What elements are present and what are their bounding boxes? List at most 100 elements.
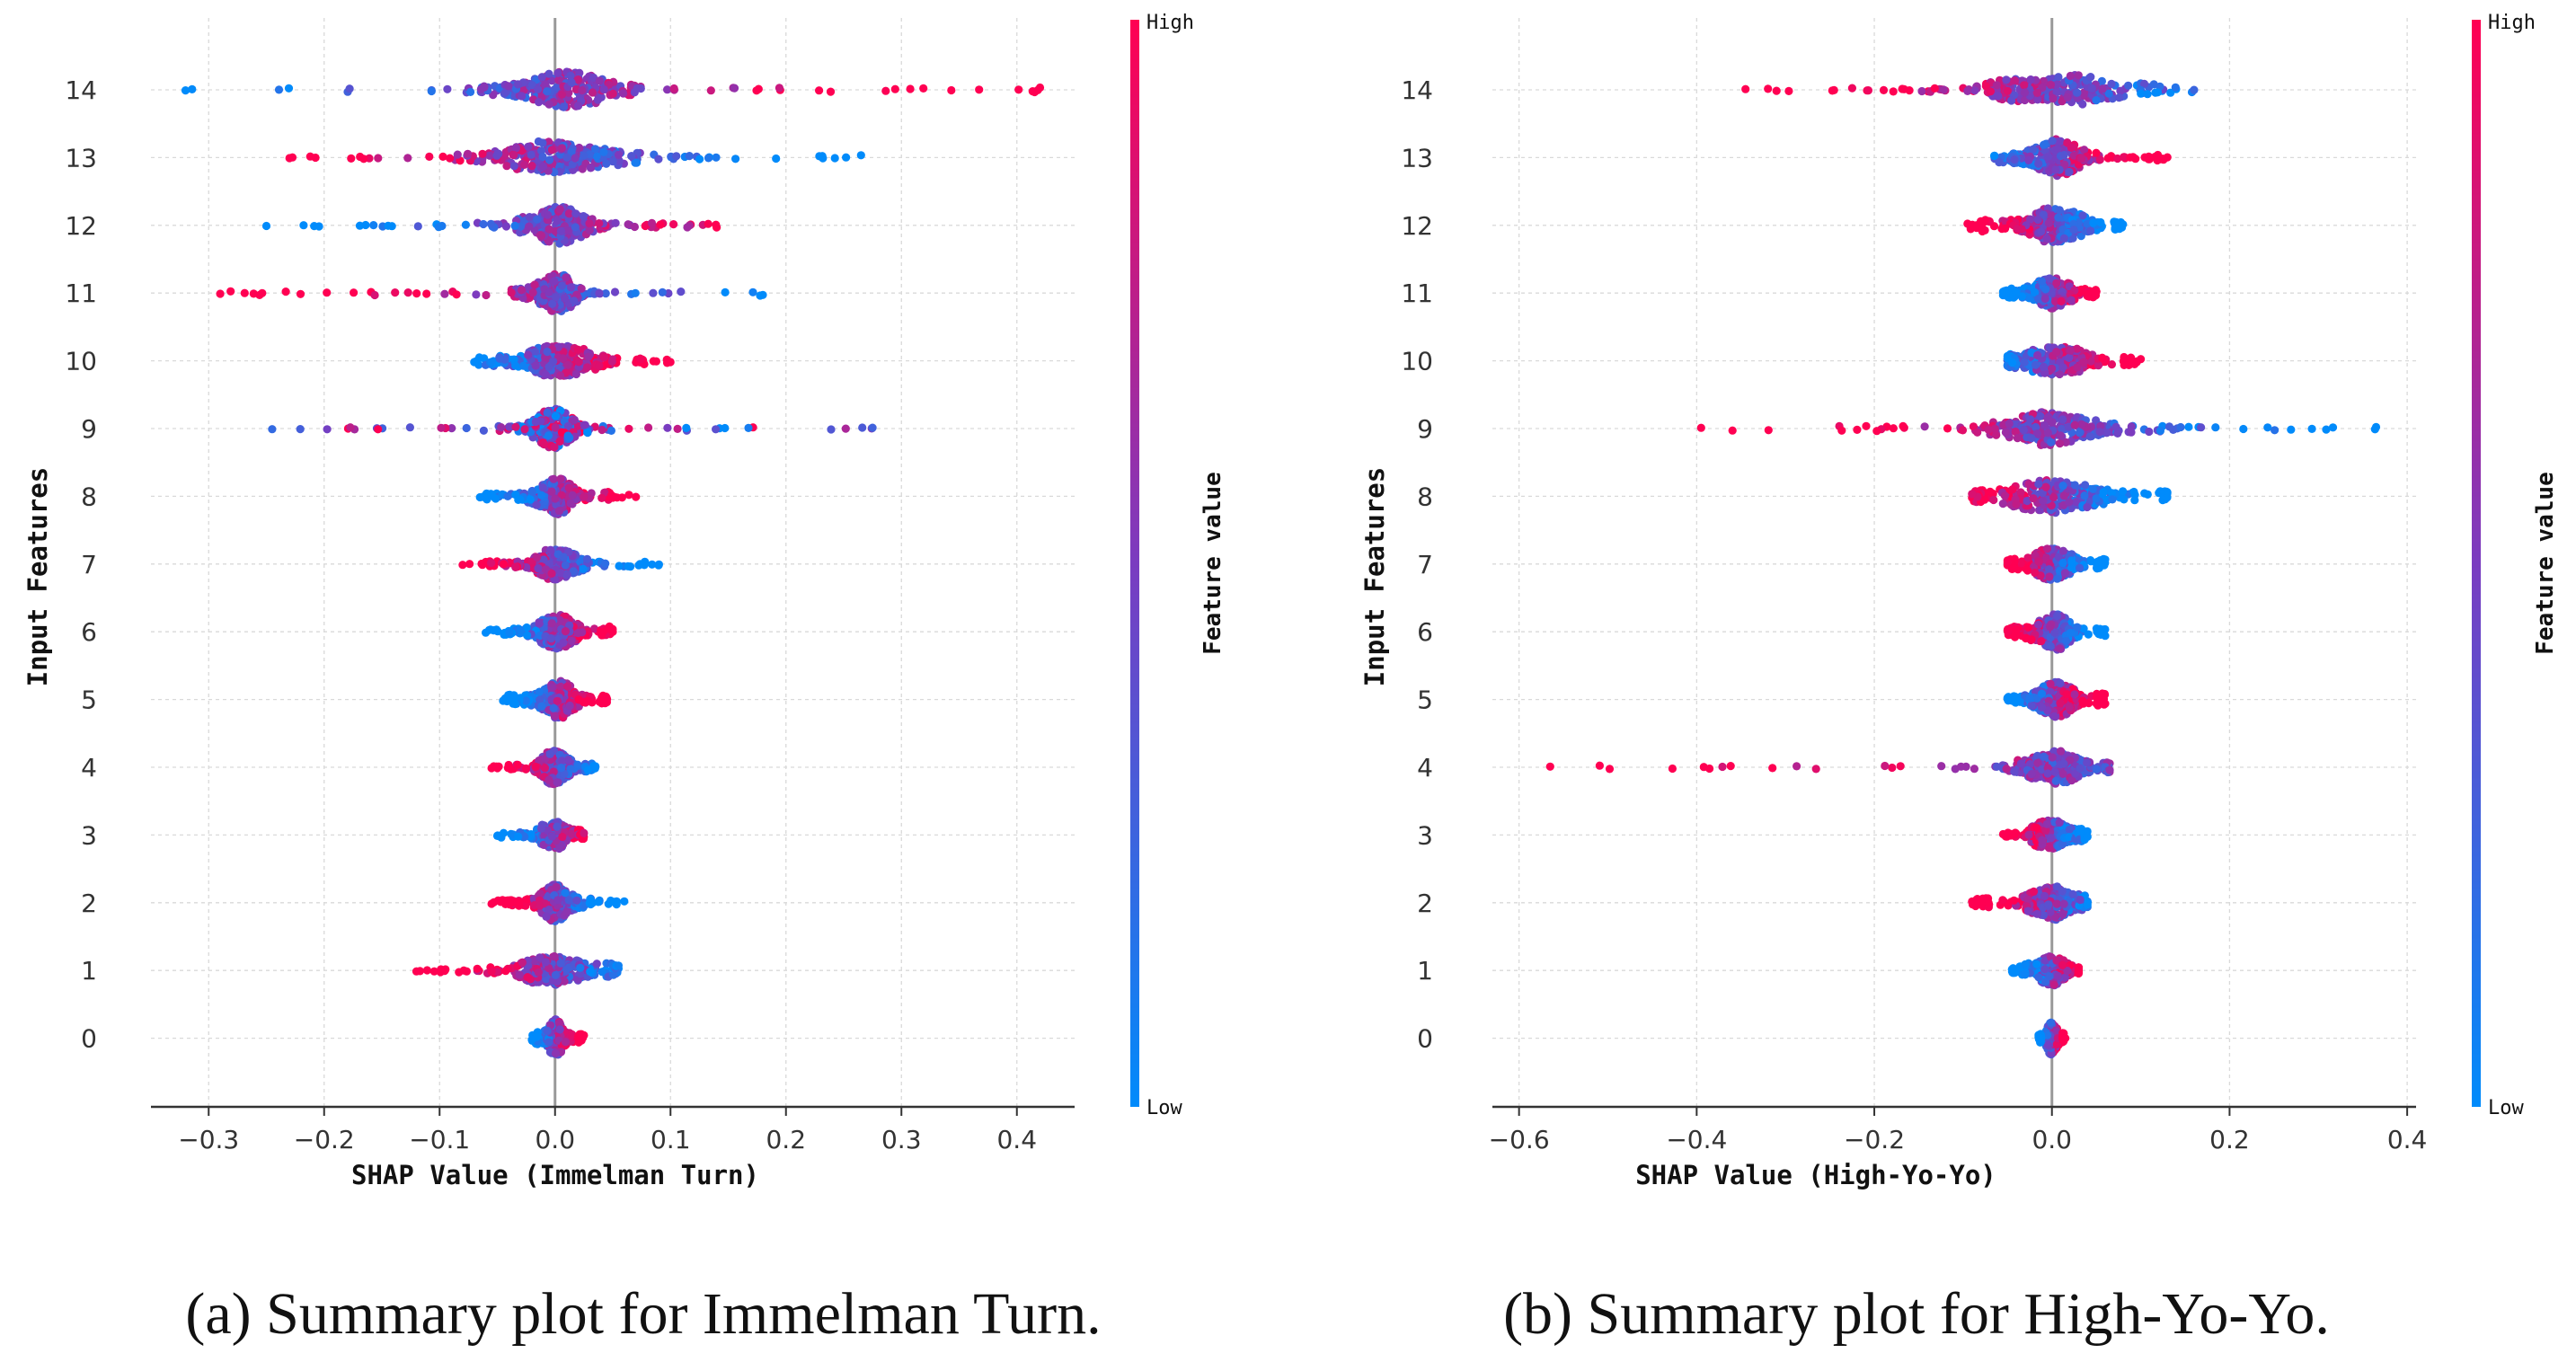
shap-point: [1014, 85, 1023, 94]
shap-point: [571, 369, 581, 379]
shap-point: [542, 912, 551, 921]
x-tick-label: 0.4: [996, 1125, 1037, 1154]
shap-point: [551, 1048, 561, 1058]
shap-point: [658, 287, 667, 296]
shap-point: [557, 281, 567, 290]
shap-point: [384, 221, 393, 230]
shap-point: [391, 288, 400, 297]
shap-point: [455, 968, 464, 977]
shap-point: [281, 287, 290, 296]
shap-point: [1970, 86, 1979, 95]
shap-point: [2020, 88, 2030, 97]
shap-point: [487, 358, 496, 367]
shap-point: [557, 491, 566, 500]
shap-point: [536, 901, 544, 910]
shap-point: [1992, 81, 2001, 90]
shap-point: [487, 764, 496, 773]
shap-point: [523, 895, 532, 904]
shap-point: [491, 494, 500, 503]
shap-point: [493, 764, 502, 773]
shap-point: [683, 223, 692, 232]
colorbar-title: Feature value: [1199, 472, 1226, 655]
shap-point: [573, 75, 583, 84]
y-tick-label: 4: [81, 753, 97, 783]
shap-point: [521, 764, 531, 773]
shap-point: [558, 832, 567, 842]
shap-point: [586, 967, 595, 977]
shap-point: [541, 80, 550, 89]
shap-point: [462, 967, 472, 976]
shap-point: [583, 363, 592, 372]
shap-point: [566, 71, 575, 80]
shap-point: [730, 84, 739, 93]
shap-point: [586, 164, 596, 172]
shap-point: [511, 144, 521, 153]
shap-point: [595, 361, 604, 370]
shap-point: [1899, 84, 1908, 93]
shap-point: [359, 155, 368, 164]
shap-point: [518, 92, 527, 101]
shap-point: [412, 967, 421, 976]
shap-point: [513, 760, 522, 769]
shap-point: [466, 87, 475, 96]
shap-point: [350, 288, 359, 297]
shap-point: [521, 696, 530, 705]
shap-point: [501, 222, 511, 231]
shap-point: [648, 560, 657, 569]
shap-point: [509, 150, 518, 160]
shap-point: [592, 152, 601, 161]
shap-point: [531, 361, 540, 370]
shap-point: [499, 828, 509, 837]
shap-point: [553, 342, 563, 351]
shap-point: [346, 423, 355, 432]
shap-point: [624, 491, 633, 500]
shap-point: [550, 277, 559, 286]
shap-point: [712, 153, 721, 162]
shap-point: [355, 221, 365, 230]
shap-point: [1741, 84, 1750, 93]
shap-point: [1963, 219, 1972, 228]
shap-point: [561, 561, 570, 570]
shap-point: [583, 696, 592, 705]
shap-point: [695, 155, 704, 164]
caption-a: (a) Summary plot for Immelman Turn.: [185, 1281, 1101, 1347]
shap-point: [826, 87, 836, 96]
shap-point: [537, 491, 546, 500]
shap-point: [473, 964, 482, 973]
shap-point: [2037, 227, 2046, 236]
shap-point: [492, 151, 501, 160]
shap-point: [947, 85, 956, 95]
shap-point: [540, 440, 549, 449]
shap-point: [531, 417, 540, 427]
shap-point: [2086, 73, 2095, 82]
shap-point: [573, 629, 583, 638]
shap-point: [614, 961, 624, 970]
shap-point: [555, 1025, 564, 1034]
shap-point: [536, 953, 544, 962]
shap-point: [576, 969, 585, 978]
shap-point: [672, 152, 681, 161]
shap-point: [487, 967, 496, 976]
shap-point: [2076, 154, 2085, 163]
shap-point: [544, 287, 553, 296]
shap-point: [890, 84, 899, 93]
shap-point: [580, 1030, 589, 1039]
shap-point: [555, 615, 564, 625]
shap-point: [536, 889, 544, 898]
colorbar-low-label: Low: [1146, 1097, 1182, 1119]
shap-point: [539, 162, 548, 171]
shap-point: [525, 213, 534, 222]
shap-point: [559, 553, 568, 562]
shap-point: [429, 967, 438, 976]
shap-point: [518, 958, 527, 967]
shap-point: [553, 83, 562, 92]
shap-point: [1989, 151, 1999, 161]
shap-point: [2069, 226, 2078, 234]
shap-point: [226, 287, 235, 296]
shap-point: [507, 288, 516, 297]
shap-point: [299, 221, 308, 230]
shap-point: [589, 624, 599, 633]
shap-point: [634, 561, 643, 570]
shap-point: [564, 483, 573, 492]
shap-point: [599, 84, 608, 94]
